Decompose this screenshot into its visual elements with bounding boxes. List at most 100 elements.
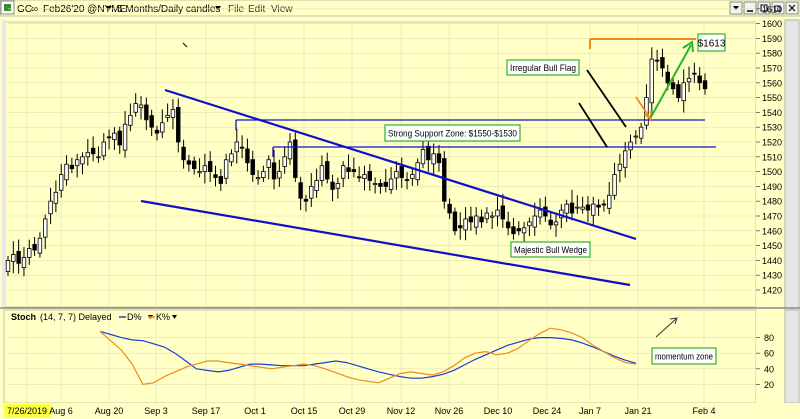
price-tick-label: 1450 [762,241,782,251]
candle-body [165,114,170,118]
stray-mark [182,42,188,48]
date-tick-label: 7/26/2019 [7,406,47,416]
price-tick-label: 1460 [762,226,782,236]
candle-body [27,248,32,258]
candle-body [85,151,91,158]
contract-label[interactable]: Feb26'20 @NYME [43,4,127,15]
stoch-title: Stoch [11,312,36,322]
menu-view[interactable]: View [271,4,293,15]
legend-dropdown-icon[interactable] [172,315,177,319]
stoch-axis[interactable]: 20 40 60 80 [756,333,774,390]
candle-body [207,161,213,172]
contract-dropdown-icon[interactable] [106,6,112,10]
candle-body [245,148,250,164]
date-tick-label: Dec 10 [484,406,513,416]
candle-body [372,183,378,186]
date-tick-label: Jan 7 [579,406,601,416]
candle-body [431,153,436,165]
candle-body [117,130,122,146]
menu-edit[interactable]: Edit [248,4,265,15]
stoch-line-d [99,330,637,379]
candle-body [569,202,575,214]
stoch-lines [99,327,637,386]
candle-body [287,141,293,160]
candle-body [234,141,239,153]
candlesticks [5,47,708,277]
stoch-scrollbar[interactable] [784,309,800,404]
price-tick-label: 1440 [762,256,782,266]
stoch-tick-label: 40 [764,364,774,374]
candle-body [484,212,490,220]
menu-file[interactable]: File [228,4,245,15]
candle-body [176,106,181,143]
candle-body [351,169,357,172]
pullback-arrow [635,96,651,119]
bull-flag-label: Irregular Bull Flag [510,63,576,73]
close-icon [788,4,796,12]
window-menu-icon [733,6,739,10]
date-tick-label: Jan 21 [624,406,651,416]
candle-body [218,176,224,184]
candle-body [48,200,53,215]
candle-body [585,204,591,211]
candle-body [697,75,702,84]
candle-body [106,136,112,139]
date-axis[interactable]: 7/26/2019 Aug 6 Aug 20 Sep 3 Sep 17 Oct 1 Oct … [7,406,716,416]
price-tick-label: 1500 [762,167,782,177]
candle-body [21,257,27,268]
candle-body [250,159,255,175]
candle-body [346,167,351,172]
date-tick-label: Feb 4 [692,406,715,416]
candle-body [489,215,495,218]
start-date-highlight [4,404,52,418]
stoch-grid [8,337,756,385]
candle-body [575,206,580,209]
date-tick-label: Dec 24 [533,406,562,416]
candle-body [378,183,383,187]
candle-body [383,181,388,187]
candle-body [112,132,117,141]
date-tick-label: Oct 29 [339,406,366,416]
candle-body [154,129,160,134]
candle-body [426,145,431,161]
price-tick-label: 1590 [762,34,782,44]
toolbar-color-swatch [4,4,11,11]
candle-body [53,191,59,204]
candle-body [90,147,96,155]
candle-body [64,163,69,181]
target-label-box [697,33,726,52]
candle-body [505,221,511,229]
candle-body [213,174,218,178]
candle-body [319,165,325,181]
candle-body [500,205,506,220]
candle-body [11,254,16,262]
candle-body [410,174,415,179]
candle-body [612,174,617,196]
left-scroll-edge[interactable] [2,20,6,307]
stoch-params: (14, 7, 7) Delayed [40,312,112,322]
momentum-arrow [655,318,677,338]
timeframe-label[interactable]: 6 Months/Daily candles [117,4,220,15]
momentum-label-box [651,347,717,365]
support-label-box [384,124,521,142]
candle-body [340,165,346,179]
minimize-button[interactable] [743,1,757,15]
candle-body [32,244,37,251]
candle-body [553,221,559,226]
candle-body [654,59,660,62]
candle-body [537,209,543,218]
price-axis[interactable]: 1420 1430 1440 1450 1460 1470 1480 1490 1500 1510… [756,0,782,296]
candle-body [665,71,670,84]
candle-body [149,115,154,128]
candle-body [660,57,665,69]
candle-body [261,171,266,178]
candle-body [239,146,245,149]
price-scrollbar[interactable] [784,19,800,311]
drawings: $1613 Irregular Bull Flag Strong Support… [140,33,726,287]
candle-body [271,162,277,180]
timeframe-dropdown-icon[interactable] [215,6,221,10]
toolbar-background [0,0,800,17]
wedge-upper-line [164,88,637,241]
price-tick-label: 1580 [762,49,782,59]
